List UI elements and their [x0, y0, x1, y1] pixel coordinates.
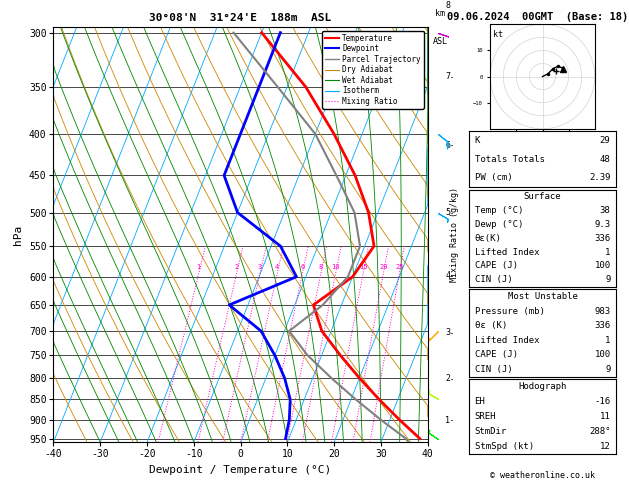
Text: θε (K): θε (K)	[474, 321, 507, 330]
Text: 100: 100	[594, 350, 611, 359]
Text: 29: 29	[600, 136, 611, 145]
Text: 2: 2	[235, 264, 238, 271]
Text: 1: 1	[196, 264, 201, 271]
Text: 3: 3	[445, 328, 450, 337]
Text: 48: 48	[600, 155, 611, 164]
Text: Lifted Index: Lifted Index	[474, 336, 539, 345]
Text: CAPE (J): CAPE (J)	[474, 350, 518, 359]
Text: Totals Totals: Totals Totals	[474, 155, 544, 164]
Text: 4: 4	[275, 264, 279, 271]
Text: SREH: SREH	[474, 412, 496, 421]
Text: 5: 5	[445, 208, 450, 217]
Text: Temp (°C): Temp (°C)	[474, 206, 523, 215]
Text: -16: -16	[594, 397, 611, 406]
Text: EH: EH	[474, 397, 485, 406]
Text: Hodograph: Hodograph	[518, 382, 567, 391]
Text: 15: 15	[359, 264, 367, 271]
Text: 336: 336	[594, 321, 611, 330]
Text: K: K	[474, 136, 480, 145]
Text: 25: 25	[395, 264, 404, 271]
Text: 3: 3	[258, 264, 262, 271]
Text: 8: 8	[445, 1, 450, 10]
Text: 09.06.2024  00GMT  (Base: 18): 09.06.2024 00GMT (Base: 18)	[447, 12, 628, 22]
Text: Pressure (mb): Pressure (mb)	[474, 307, 544, 315]
Text: 20: 20	[379, 264, 387, 271]
Text: Most Unstable: Most Unstable	[508, 292, 577, 301]
Text: 6: 6	[300, 264, 304, 271]
Text: 6: 6	[445, 141, 450, 150]
Text: θε(K): θε(K)	[474, 234, 501, 243]
Text: Lifted Index: Lifted Index	[474, 247, 539, 257]
Y-axis label: hPa: hPa	[13, 225, 23, 244]
Text: ASL: ASL	[433, 37, 448, 46]
Text: 100: 100	[594, 261, 611, 270]
Text: 8: 8	[319, 264, 323, 271]
Text: CIN (J): CIN (J)	[474, 365, 512, 374]
Text: 38: 38	[600, 206, 611, 215]
Text: Surface: Surface	[524, 192, 561, 201]
Text: 9: 9	[605, 365, 611, 374]
Title: 30°08'N  31°24'E  188m  ASL: 30°08'N 31°24'E 188m ASL	[150, 13, 331, 23]
Text: 12: 12	[600, 442, 611, 451]
Text: km: km	[435, 9, 445, 18]
Text: 7: 7	[445, 72, 450, 81]
Text: 4: 4	[445, 271, 450, 280]
Text: © weatheronline.co.uk: © weatheronline.co.uk	[490, 471, 594, 480]
Text: 2.39: 2.39	[589, 174, 611, 182]
Text: Dewp (°C): Dewp (°C)	[474, 220, 523, 229]
X-axis label: Dewpoint / Temperature (°C): Dewpoint / Temperature (°C)	[150, 465, 331, 475]
Text: 10: 10	[331, 264, 340, 271]
Text: 1: 1	[445, 416, 450, 425]
Text: kt: kt	[493, 30, 503, 38]
Text: 11: 11	[600, 412, 611, 421]
Text: 1: 1	[605, 336, 611, 345]
Text: StmDir: StmDir	[474, 427, 507, 436]
Text: 9: 9	[605, 275, 611, 284]
Text: 288°: 288°	[589, 427, 611, 436]
Text: 1: 1	[605, 247, 611, 257]
Text: 2: 2	[445, 374, 450, 383]
Text: Mixing Ratio (g/kg): Mixing Ratio (g/kg)	[450, 187, 459, 282]
Text: 983: 983	[594, 307, 611, 315]
Text: CIN (J): CIN (J)	[474, 275, 512, 284]
Legend: Temperature, Dewpoint, Parcel Trajectory, Dry Adiabat, Wet Adiabat, Isotherm, Mi: Temperature, Dewpoint, Parcel Trajectory…	[322, 31, 424, 109]
Text: 336: 336	[594, 234, 611, 243]
Text: PW (cm): PW (cm)	[474, 174, 512, 182]
Text: 9.3: 9.3	[594, 220, 611, 229]
Text: CAPE (J): CAPE (J)	[474, 261, 518, 270]
Text: StmSpd (kt): StmSpd (kt)	[474, 442, 533, 451]
